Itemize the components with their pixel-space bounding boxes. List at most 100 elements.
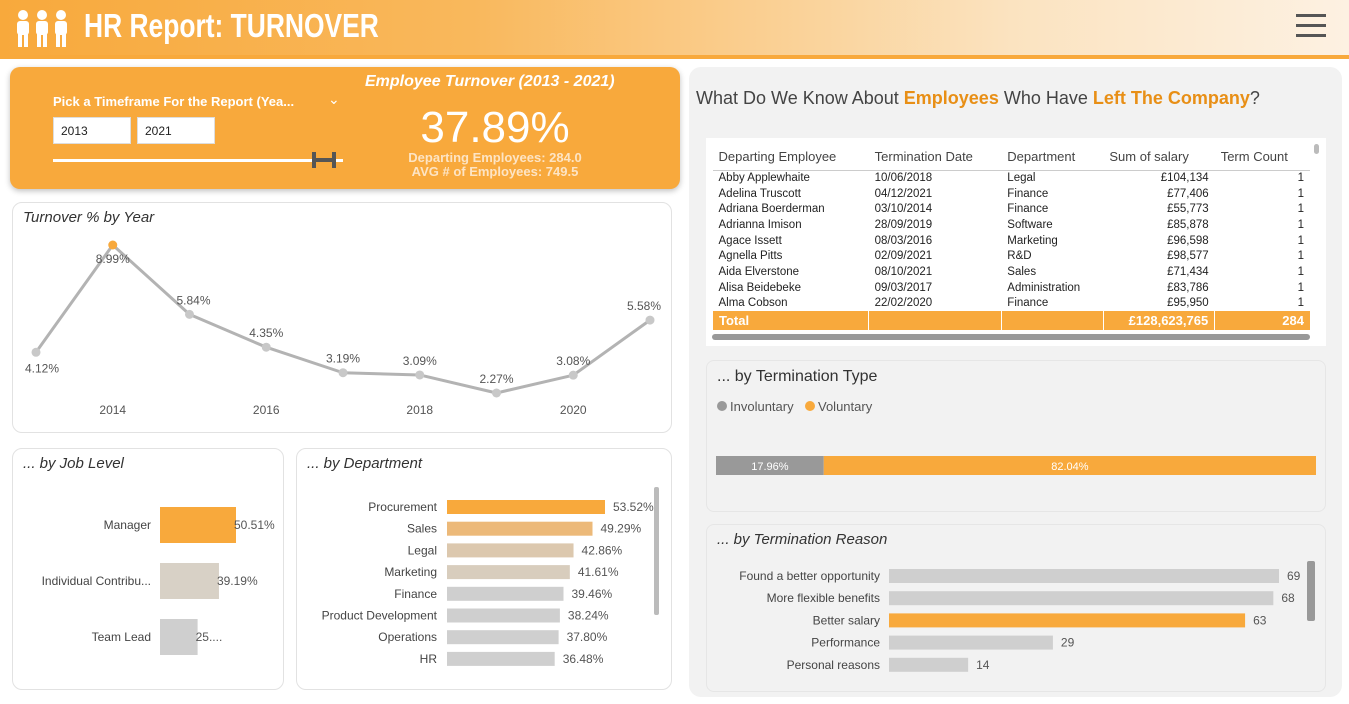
table-cell: Finance bbox=[1007, 203, 1049, 216]
data-label: 2.27% bbox=[479, 372, 513, 386]
category-label: Operations bbox=[378, 630, 437, 644]
total-cell: £128,623,765 bbox=[1102, 311, 1215, 331]
table-cell: Marketing bbox=[1007, 234, 1058, 247]
category-label: Finance bbox=[394, 587, 437, 601]
category-label: Found a better opportunity bbox=[739, 569, 880, 583]
people-group-icon bbox=[17, 10, 67, 47]
value-label: 25.... bbox=[196, 630, 223, 644]
report-header: HR Report: TURNOVER bbox=[0, 0, 1349, 56]
turnover-line-chart[interactable]: 4.12% 8.99% 5.84% 4.35% 3.19% 3.09% 2.27% 3.08%… bbox=[13, 203, 673, 434]
data-point bbox=[338, 368, 348, 378]
stacked-segment bbox=[716, 456, 824, 475]
table-cell: Agace Issett bbox=[718, 234, 782, 247]
table-cell: 1 bbox=[1297, 218, 1304, 231]
column-header[interactable]: Departing Employee bbox=[712, 144, 869, 171]
timeframe-slider-track[interactable] bbox=[53, 159, 343, 162]
table-row[interactable]: Alma Cobson 22/02/2020 Finance £95,950 1 bbox=[713, 296, 1311, 312]
data-point bbox=[185, 309, 194, 319]
turnover-rate-value: 37.89% bbox=[420, 103, 570, 152]
category-label: Product Development bbox=[322, 609, 438, 623]
category-label: Personal reasons bbox=[787, 658, 880, 672]
reason-scrollbar[interactable] bbox=[1307, 561, 1315, 621]
termination-reason-bar-chart[interactable]: Found a better opportunity 69 More flexibl… bbox=[707, 525, 1327, 693]
termination-type-card: ... by Termination Type Involuntary Volun… bbox=[706, 360, 1326, 512]
table-cell: Adelina Truscott bbox=[718, 187, 801, 200]
end-year-input[interactable]: 2021 bbox=[137, 117, 215, 144]
category-label: HR bbox=[420, 652, 438, 666]
table-row[interactable]: Adrianna Imison 28/09/2019 Software £85,878… bbox=[713, 217, 1311, 233]
department-card: ... by Department Procurement 53.52% Sales… bbox=[296, 448, 672, 690]
bar bbox=[447, 651, 555, 666]
table-row[interactable]: Adelina Truscott 04/12/2021 Finance £77,406… bbox=[713, 186, 1311, 202]
header-divider bbox=[0, 55, 1349, 59]
hamburger-menu-icon[interactable] bbox=[1296, 14, 1326, 42]
panel-heading: What Do We Know About Employees Who Have… bbox=[696, 88, 1260, 108]
table-row[interactable]: Aida Elverstone 08/10/2021 Sales £71,434 1 bbox=[713, 264, 1311, 280]
table-cell: £95,950 bbox=[1167, 297, 1209, 310]
chart-title: Turnover % by Year bbox=[23, 209, 155, 226]
bar bbox=[447, 586, 564, 601]
chevron-down-icon[interactable]: ⌄ bbox=[328, 91, 340, 107]
job-level-bar-chart[interactable]: Manager 50.51% Individual Contribu... 39.19… bbox=[13, 449, 285, 691]
table-cell: Aida Elverstone bbox=[718, 265, 800, 278]
table-cell: Legal bbox=[1007, 172, 1036, 185]
value-label: 53.52% bbox=[613, 500, 654, 514]
table-cell: Administration bbox=[1007, 281, 1081, 294]
column-header[interactable]: Department bbox=[1001, 144, 1104, 171]
category-label: Legal bbox=[408, 543, 437, 557]
table-cell: Software bbox=[1007, 218, 1053, 231]
table-horizontal-scrollbar[interactable] bbox=[712, 334, 1310, 340]
x-tick-label: 2014 bbox=[99, 403, 126, 417]
table-cell: £104,134 bbox=[1160, 172, 1209, 185]
data-label: 4.12% bbox=[25, 361, 59, 375]
table-cell: 1 bbox=[1297, 281, 1304, 294]
chart-title: ... by Department bbox=[307, 455, 423, 472]
bar bbox=[889, 591, 1274, 606]
termination-type-stacked-bar[interactable]: Involuntary Voluntary 17.96% 82.04% bbox=[707, 361, 1327, 513]
bar bbox=[447, 500, 605, 514]
data-point bbox=[31, 347, 41, 357]
bar bbox=[447, 608, 560, 623]
bar bbox=[447, 565, 570, 580]
bar bbox=[447, 521, 593, 536]
category-label: Manager bbox=[104, 518, 151, 532]
column-header[interactable]: Termination Date bbox=[868, 144, 1002, 171]
table-cell: 1 bbox=[1297, 203, 1304, 216]
page-title: HR Report: TURNOVER bbox=[84, 7, 379, 44]
table-cell: 10/06/2018 bbox=[874, 172, 933, 185]
table-row[interactable]: Alisa Beidebeke 09/03/2017 Administration £… bbox=[713, 280, 1311, 296]
department-scrollbar[interactable] bbox=[654, 487, 659, 615]
table-cell: 1 bbox=[1297, 250, 1304, 263]
x-tick-label: 2016 bbox=[253, 403, 280, 417]
table-row[interactable]: Agnella Pitts 02/09/2021 R&D £98,577 1 bbox=[713, 248, 1311, 264]
table-vertical-scrollbar[interactable] bbox=[1314, 144, 1319, 154]
slider-handle-icon[interactable] bbox=[310, 151, 338, 169]
table-cell: Abby Applewhaite bbox=[718, 172, 810, 185]
value-label: 68 bbox=[1281, 591, 1295, 605]
table-cell: 1 bbox=[1297, 172, 1304, 185]
column-header[interactable]: Sum of salary bbox=[1103, 144, 1215, 171]
table-cell: 08/03/2016 bbox=[874, 234, 933, 247]
kpi-title: Employee Turnover (2013 - 2021) bbox=[365, 73, 615, 90]
table-cell: Alma Cobson bbox=[718, 297, 788, 310]
value-label: 38.24% bbox=[568, 609, 609, 623]
table-row[interactable]: Agace Issett 08/03/2016 Marketing £96,598 1 bbox=[713, 233, 1311, 249]
data-label: 3.09% bbox=[403, 354, 437, 368]
table-cell: Agnella Pitts bbox=[718, 250, 783, 263]
table-cell: Sales bbox=[1007, 265, 1037, 278]
data-label: 4.35% bbox=[249, 326, 283, 340]
column-header[interactable]: Term Count bbox=[1214, 144, 1310, 171]
department-bar-chart[interactable]: Procurement 53.52% Sales 49.29% Legal 42.86% M… bbox=[297, 449, 673, 691]
job-level-card: ... by Job Level Manager 50.51% Individual… bbox=[12, 448, 284, 690]
table-row[interactable]: Abby Applewhaite 10/06/2018 Legal £104,134 1 bbox=[713, 170, 1311, 186]
table-total-row: Total £128,623,765 284 bbox=[711, 311, 1310, 331]
table-cell: 04/12/2021 bbox=[874, 187, 933, 200]
legend-label: Involuntary bbox=[730, 399, 794, 414]
start-year-input[interactable]: 2013 bbox=[53, 117, 131, 144]
table-cell: £85,878 bbox=[1167, 218, 1209, 231]
total-cell: Total bbox=[711, 311, 869, 331]
table-cell: 1 bbox=[1297, 234, 1304, 247]
table-row[interactable]: Adriana Boerderman 03/10/2014 Finance £55,7… bbox=[713, 201, 1311, 217]
value-label: 50.51% bbox=[234, 518, 275, 532]
total-cell: 284 bbox=[1214, 311, 1310, 331]
